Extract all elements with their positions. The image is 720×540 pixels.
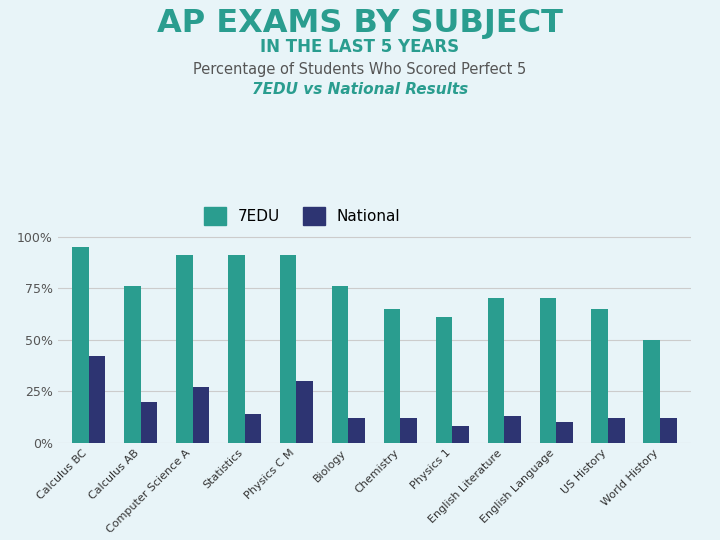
Text: AP EXAMS BY SUBJECT: AP EXAMS BY SUBJECT — [157, 8, 563, 39]
Bar — [140, 402, 157, 443]
Bar — [644, 340, 660, 443]
Text: 7EDU vs National Results: 7EDU vs National Results — [252, 82, 468, 97]
Bar — [504, 416, 521, 443]
Bar — [487, 299, 504, 443]
Bar — [245, 414, 261, 443]
Bar — [124, 286, 140, 443]
Bar — [193, 387, 210, 443]
Bar — [436, 317, 452, 443]
Bar — [280, 255, 297, 443]
Bar — [384, 309, 400, 443]
Bar — [332, 286, 348, 443]
Bar — [72, 247, 89, 443]
Bar — [660, 418, 677, 443]
Bar — [176, 255, 193, 443]
Bar — [539, 299, 556, 443]
Bar — [556, 422, 573, 443]
Bar — [452, 426, 469, 443]
Bar — [608, 418, 625, 443]
Bar — [89, 356, 105, 443]
Bar — [297, 381, 313, 443]
Bar — [228, 255, 245, 443]
Text: Percentage of Students Who Scored Perfect 5: Percentage of Students Who Scored Perfec… — [194, 62, 526, 77]
Legend: 7EDU, National: 7EDU, National — [197, 199, 408, 232]
Text: IN THE LAST 5 YEARS: IN THE LAST 5 YEARS — [261, 38, 459, 56]
Bar — [348, 418, 365, 443]
Bar — [400, 418, 417, 443]
Bar — [592, 309, 608, 443]
